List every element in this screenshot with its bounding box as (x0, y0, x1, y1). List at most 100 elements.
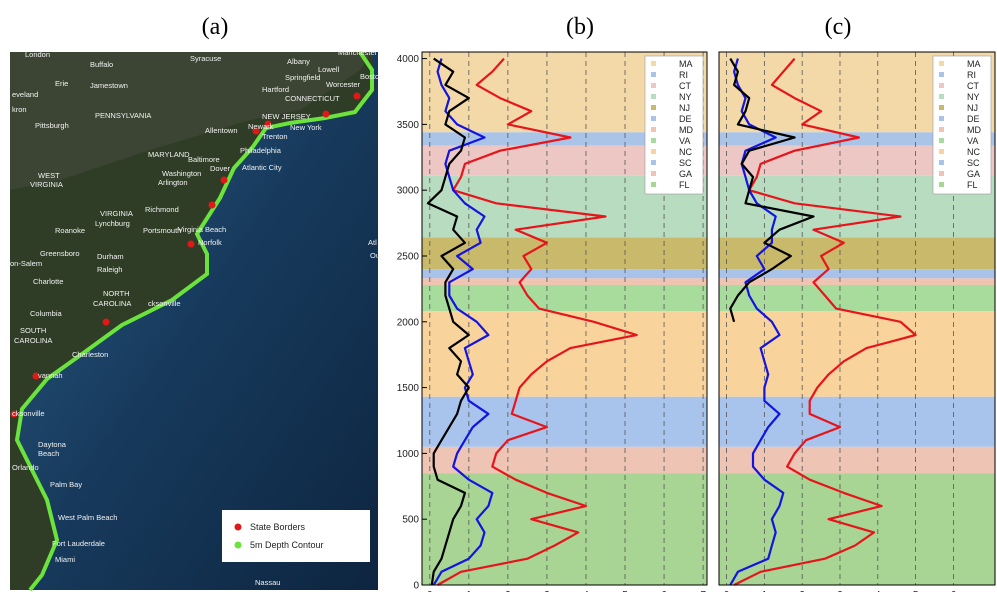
border-dot (208, 201, 216, 209)
panel-title: (c) (825, 14, 852, 40)
map-label: Raleigh (97, 265, 122, 274)
map-label: Pittsburgh (35, 121, 69, 130)
legend-marker (939, 149, 944, 154)
map-label: Atlantic City (242, 163, 282, 172)
map-label: Norfolk (198, 238, 222, 247)
state-band (719, 446, 995, 474)
profile-line (432, 58, 494, 586)
profile-line (729, 58, 815, 323)
x-tick-label: 5 (913, 590, 919, 592)
map-label: Daytona (38, 440, 67, 449)
border-dot (220, 176, 228, 184)
map-label: eveland (12, 90, 38, 99)
legend-label: NC (679, 147, 692, 157)
legend-marker (651, 127, 656, 132)
legend-marker (939, 105, 944, 110)
legend-marker (651, 105, 656, 110)
state-band (422, 284, 707, 312)
x-tick-label: 3 (837, 590, 843, 592)
state-band (719, 473, 995, 585)
state-band (422, 396, 707, 447)
legend-marker (234, 523, 242, 531)
legend-marker (651, 83, 656, 88)
map-label: kron (12, 105, 27, 114)
state-band (422, 269, 707, 279)
legend-label: CT (967, 81, 979, 91)
map-label: Columbia (30, 309, 63, 318)
legend-marker (651, 171, 656, 176)
border-dot (322, 110, 330, 118)
map-label: Syracuse (190, 54, 221, 63)
y-tick-label: 3500 (397, 120, 420, 131)
legend-marker (939, 171, 944, 176)
state-band (719, 269, 995, 279)
x-tick-label: 4 (583, 590, 589, 592)
y-tick-label: 0 (413, 581, 419, 592)
legend-marker (939, 94, 944, 99)
map: London Buffalo Syracuse Albany Manchester Low… (10, 48, 383, 592)
legend-marker (651, 72, 656, 77)
profile-line (733, 57, 917, 586)
map-label: NEW JERSEY (262, 112, 311, 121)
map-label: Hartford (262, 85, 289, 94)
map-label: Greensboro (40, 249, 80, 258)
map-label: Jamestown (90, 81, 128, 90)
legend-marker (939, 83, 944, 88)
map-label: Roanoke (55, 226, 85, 235)
legend-marker (234, 541, 242, 549)
map-label: Boston (360, 72, 383, 81)
legend-marker (939, 182, 944, 187)
legend-label: RI (967, 70, 976, 80)
y-tick-label: 2000 (397, 317, 420, 328)
border-dot (353, 92, 361, 100)
x-tick-label: 2 (505, 590, 511, 592)
legend-marker (939, 116, 944, 121)
map-label: NORTH (103, 289, 130, 298)
profile-line (426, 57, 470, 586)
map-label: New York (290, 123, 322, 132)
legend-marker (939, 160, 944, 165)
legend-label: NY (967, 92, 980, 102)
map-label: Washington (162, 169, 201, 178)
map-label: West Palm Beach (58, 513, 117, 522)
legend-label: FL (679, 180, 690, 190)
state-borders (10, 92, 361, 418)
map-label: Fort Lauderdale (52, 539, 105, 548)
state-band (719, 284, 995, 312)
profile-line (729, 58, 785, 586)
map-label: Manchester (338, 48, 378, 57)
x-tick-label: 7 (700, 590, 706, 592)
border-dot (102, 318, 110, 326)
map-label: on-Salem (10, 259, 42, 268)
map-label: Worcester (326, 80, 361, 89)
state-band (422, 237, 707, 270)
legend-label: CT (679, 81, 691, 91)
y-tick-label: 3000 (397, 186, 420, 197)
axes-frame (718, 51, 996, 586)
legend-label: MA (679, 59, 693, 69)
map-label: Lynchburg (95, 219, 130, 228)
chart-panel: (b) 0 1 2 3 4 5 6 7 0 500 1000 1500 2000 2500 3000 3500 4… (397, 14, 708, 592)
map-label: WEST (38, 171, 60, 180)
legend-label: MA (967, 59, 981, 69)
legend-label: SC (679, 158, 692, 168)
y-tick-label: 1000 (397, 449, 420, 460)
legend-marker (939, 127, 944, 132)
axes-frame (421, 51, 708, 586)
map-label: Albany (287, 57, 310, 66)
map-label: Palm Bay (50, 480, 82, 489)
land-north (10, 52, 372, 190)
map-label: Trenton (262, 132, 288, 141)
map-label: VIRGINIA (100, 209, 133, 218)
legend-label: DE (679, 114, 692, 124)
state-band (422, 278, 707, 285)
legend-label: GA (679, 169, 692, 179)
panel-title: (a) (202, 14, 229, 40)
y-tick-label: 4000 (397, 54, 420, 65)
map-label: London (25, 50, 50, 59)
map-label: Charlotte (33, 277, 63, 286)
land (10, 52, 375, 590)
border-dot (10, 410, 18, 418)
map-label: Baltimore (188, 155, 220, 164)
x-tick-label: 6 (951, 590, 957, 592)
